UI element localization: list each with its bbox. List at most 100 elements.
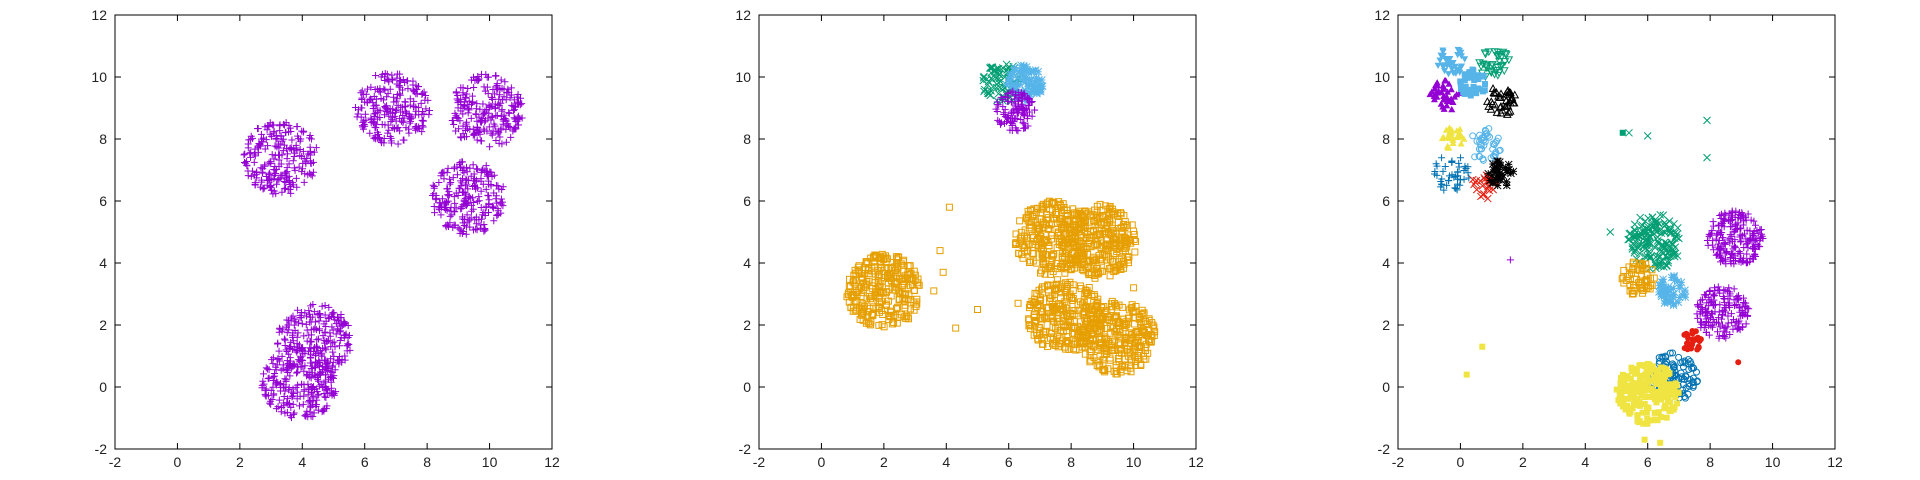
data-point <box>453 163 461 171</box>
data-point <box>498 107 506 115</box>
data-point <box>857 307 865 315</box>
y-tick-label: 10 <box>91 69 107 85</box>
data-point <box>318 302 326 310</box>
data-point <box>306 344 314 352</box>
data-point <box>1502 177 1511 186</box>
data-point <box>1668 240 1676 248</box>
data-point <box>876 282 884 290</box>
data-point <box>466 164 474 172</box>
data-point <box>1456 181 1464 189</box>
data-point <box>1642 260 1650 268</box>
data-point <box>1043 342 1051 350</box>
data-point <box>510 96 518 104</box>
data-point <box>430 183 438 191</box>
data-point <box>314 310 322 318</box>
data-point <box>1684 360 1692 368</box>
data-point <box>499 183 507 191</box>
data-point <box>473 100 481 108</box>
data-point <box>290 361 298 369</box>
data-point <box>1718 315 1726 323</box>
data-point <box>515 98 523 106</box>
data-point <box>468 201 476 209</box>
data-point <box>507 133 515 141</box>
data-point <box>1090 326 1098 334</box>
series-1 <box>843 197 1159 378</box>
data-point <box>395 83 403 91</box>
data-point <box>1479 191 1487 199</box>
data-point <box>1460 88 1467 95</box>
data-point <box>446 212 454 220</box>
data-point <box>281 375 289 383</box>
data-point <box>495 95 503 103</box>
data-point <box>290 164 298 172</box>
data-point <box>468 92 476 100</box>
data-point <box>1031 319 1039 327</box>
data-point <box>1452 184 1460 192</box>
data-point <box>1680 290 1689 299</box>
data-point <box>1113 233 1121 241</box>
data-point <box>441 205 449 213</box>
data-point <box>335 360 343 368</box>
data-point <box>1455 163 1463 171</box>
data-point <box>1703 116 1711 125</box>
data-point <box>1493 181 1502 190</box>
data-point <box>867 254 875 262</box>
data-point <box>322 393 330 401</box>
data-point <box>1751 245 1759 253</box>
y-tick-label: 8 <box>99 131 107 147</box>
series-7 <box>1469 125 1504 164</box>
data-point <box>484 90 492 98</box>
data-point <box>372 135 380 143</box>
data-point <box>1704 293 1712 301</box>
x-tick-label: 0 <box>818 454 826 470</box>
data-point <box>470 73 478 81</box>
data-point <box>1716 289 1724 297</box>
data-point <box>358 94 366 102</box>
data-point <box>1627 375 1634 382</box>
data-point <box>1111 235 1119 243</box>
data-point <box>1644 385 1651 392</box>
data-point <box>1098 303 1106 311</box>
data-point <box>322 386 330 394</box>
data-point <box>1505 106 1515 115</box>
data-point <box>1646 368 1653 375</box>
data-point <box>1674 400 1681 407</box>
data-point <box>300 367 308 375</box>
data-point <box>1715 221 1723 229</box>
data-point <box>1636 377 1643 384</box>
data-point <box>1034 67 1043 76</box>
data-point <box>1722 301 1730 309</box>
data-point <box>272 405 280 413</box>
data-point <box>889 320 897 328</box>
data-point <box>1473 137 1481 145</box>
data-point <box>492 192 500 200</box>
data-point <box>313 336 321 344</box>
data-point <box>335 316 343 324</box>
data-point <box>283 164 291 172</box>
data-point <box>1076 263 1084 271</box>
data-point <box>1736 231 1744 239</box>
data-point <box>1030 331 1038 339</box>
data-point <box>277 408 285 416</box>
data-point <box>882 254 890 262</box>
data-point <box>480 227 488 235</box>
data-point <box>1097 340 1105 348</box>
data-point <box>471 77 479 85</box>
data-point <box>1730 228 1738 236</box>
data-point <box>1741 299 1749 307</box>
data-point <box>1053 276 1061 284</box>
data-point <box>1468 175 1477 184</box>
data-point <box>1652 389 1659 396</box>
data-point <box>1494 157 1502 166</box>
data-point <box>266 130 274 138</box>
data-point <box>309 301 317 309</box>
data-point <box>1628 387 1635 394</box>
data-point <box>468 100 476 108</box>
data-point <box>1476 86 1483 93</box>
data-point <box>1716 323 1724 331</box>
data-point <box>1685 382 1693 390</box>
data-point <box>331 366 339 374</box>
data-point <box>1028 87 1036 96</box>
data-point <box>1431 85 1439 92</box>
data-point <box>1087 356 1095 364</box>
